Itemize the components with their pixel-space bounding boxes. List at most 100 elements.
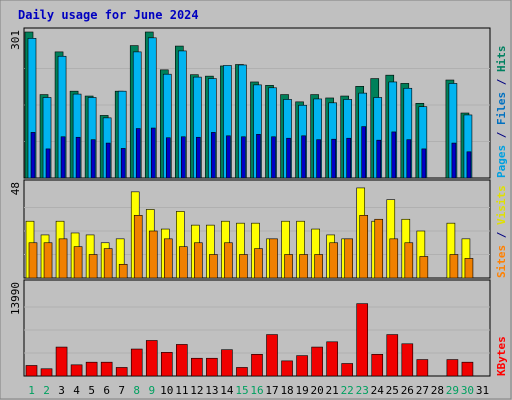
legend-part: Hits [495, 46, 508, 73]
x-tick-label: 16 [250, 384, 263, 397]
bar-pages-day-14 [226, 135, 231, 179]
legend-part: / [495, 225, 508, 245]
bar-sites-day-13 [209, 254, 218, 279]
max-label: 13990 [9, 282, 22, 315]
bar-sites-day-23 [359, 215, 369, 279]
bar-kbytes-day-1 [25, 365, 38, 377]
bar-sites-day-12 [194, 242, 203, 279]
x-tick-label: 25 [386, 384, 399, 397]
x-tick-label: 30 [461, 384, 474, 397]
bar-pages-day-29 [451, 142, 457, 179]
bar-kbytes-day-29 [446, 359, 459, 377]
bar-pages-day-10 [165, 137, 171, 179]
bar-kbytes-day-16 [251, 353, 263, 377]
bar-sites-day-7 [118, 263, 128, 279]
bar-sites-day-15 [239, 254, 248, 279]
bar-sites-day-4 [73, 246, 83, 279]
x-tick-label: 27 [416, 384, 429, 397]
x-tick-label: 26 [401, 384, 414, 397]
bar-sites-day-14 [224, 242, 233, 279]
x-tick-label: 12 [190, 384, 203, 397]
bar-kbytes-day-8 [130, 348, 143, 377]
chart-title: Daily usage for June 2024 [18, 8, 199, 22]
x-tick-label: 8 [133, 384, 140, 397]
bar-pages-day-25 [391, 131, 397, 179]
bar-pages-day-18 [286, 137, 291, 179]
bar-pages-day-16 [256, 134, 261, 179]
bar-pages-day-1 [30, 132, 36, 179]
bar-kbytes-day-3 [55, 346, 68, 377]
x-tick-label: 11 [175, 384, 188, 397]
bar-sites-day-9 [148, 230, 158, 279]
bar-kbytes-day-26 [401, 343, 414, 377]
x-tick-label: 5 [88, 384, 95, 397]
bar-kbytes-day-13 [206, 357, 218, 377]
x-tick-label: 20 [311, 384, 324, 397]
x-tick-label: 19 [295, 384, 308, 397]
panel-hits_files_pages: 301 Pages / Files / Hits [9, 27, 508, 179]
bar-sites-day-6 [103, 248, 113, 279]
bar-sites-day-19 [299, 254, 308, 279]
bar-kbytes-day-19 [296, 355, 308, 377]
bar-sites-day-27 [419, 256, 429, 279]
legend-part: Pages [495, 145, 508, 178]
legend-part: KBytes [495, 336, 508, 376]
bar-kbytes-day-7 [115, 367, 128, 377]
bar-pages-day-19 [301, 135, 306, 179]
bar-kbytes-day-9 [145, 340, 158, 377]
bar-sites-day-22 [344, 238, 353, 279]
bar-pages-day-27 [421, 148, 427, 179]
bar-sites-day-8 [133, 215, 143, 279]
bar-sites-day-17 [269, 238, 278, 279]
bar-pages-day-23 [361, 126, 367, 179]
legend-part: Visits [495, 185, 508, 225]
bar-pages-day-26 [406, 139, 412, 179]
x-tick-label: 10 [160, 384, 173, 397]
legend-part: Files [495, 92, 508, 125]
x-tick-label: 23 [356, 384, 369, 397]
bar-pages-day-11 [181, 136, 186, 179]
bar-kbytes-day-5 [85, 361, 98, 377]
bar-pages-day-22 [346, 137, 351, 179]
x-tick-label: 13 [205, 384, 218, 397]
x-tick-label: 31 [476, 384, 489, 397]
bar-sites-day-24 [374, 218, 384, 279]
bar-pages-day-17 [271, 136, 276, 179]
bar-sites-day-11 [179, 246, 188, 279]
bar-pages-day-24 [376, 139, 382, 179]
x-tick-label: 22 [341, 384, 354, 397]
bar-kbytes-day-6 [100, 361, 113, 377]
bar-kbytes-day-2 [40, 368, 53, 377]
bar-pages-day-3 [60, 136, 66, 179]
bar-kbytes-day-17 [266, 334, 278, 377]
x-tick-label: 4 [73, 384, 80, 397]
max-label: 301 [9, 30, 22, 50]
bar-kbytes-day-24 [371, 353, 384, 377]
bar-sites-day-5 [88, 254, 98, 279]
max-label: 48 [9, 182, 22, 195]
bar-kbytes-day-22 [341, 363, 353, 377]
legend-part: / [495, 72, 508, 92]
bar-kbytes-day-25 [386, 334, 399, 377]
bar-sites-day-25 [389, 238, 399, 279]
x-tick-label: 24 [371, 384, 385, 397]
bar-kbytes-day-30 [461, 361, 474, 377]
x-tick-label: 15 [235, 384, 248, 397]
bar-pages-day-4 [75, 136, 81, 179]
bar-sites-day-26 [404, 242, 414, 279]
bar-pages-day-6 [105, 142, 111, 179]
bar-pages-day-5 [90, 139, 96, 179]
bar-pages-day-8 [135, 128, 141, 179]
bar-sites-day-1 [28, 242, 38, 279]
bar-kbytes-day-14 [221, 349, 233, 377]
bar-kbytes-day-27 [416, 359, 429, 377]
x-tick-label: 21 [326, 384, 339, 397]
panel-kbytes: 13990 KBytes [9, 279, 508, 377]
bar-pages-day-2 [45, 148, 51, 179]
x-tick-label: 3 [58, 384, 65, 397]
bar-sites-day-21 [329, 242, 338, 279]
bar-sites-day-3 [58, 238, 68, 279]
legend-part: Sites [495, 245, 508, 278]
bar-sites-day-20 [314, 254, 323, 279]
